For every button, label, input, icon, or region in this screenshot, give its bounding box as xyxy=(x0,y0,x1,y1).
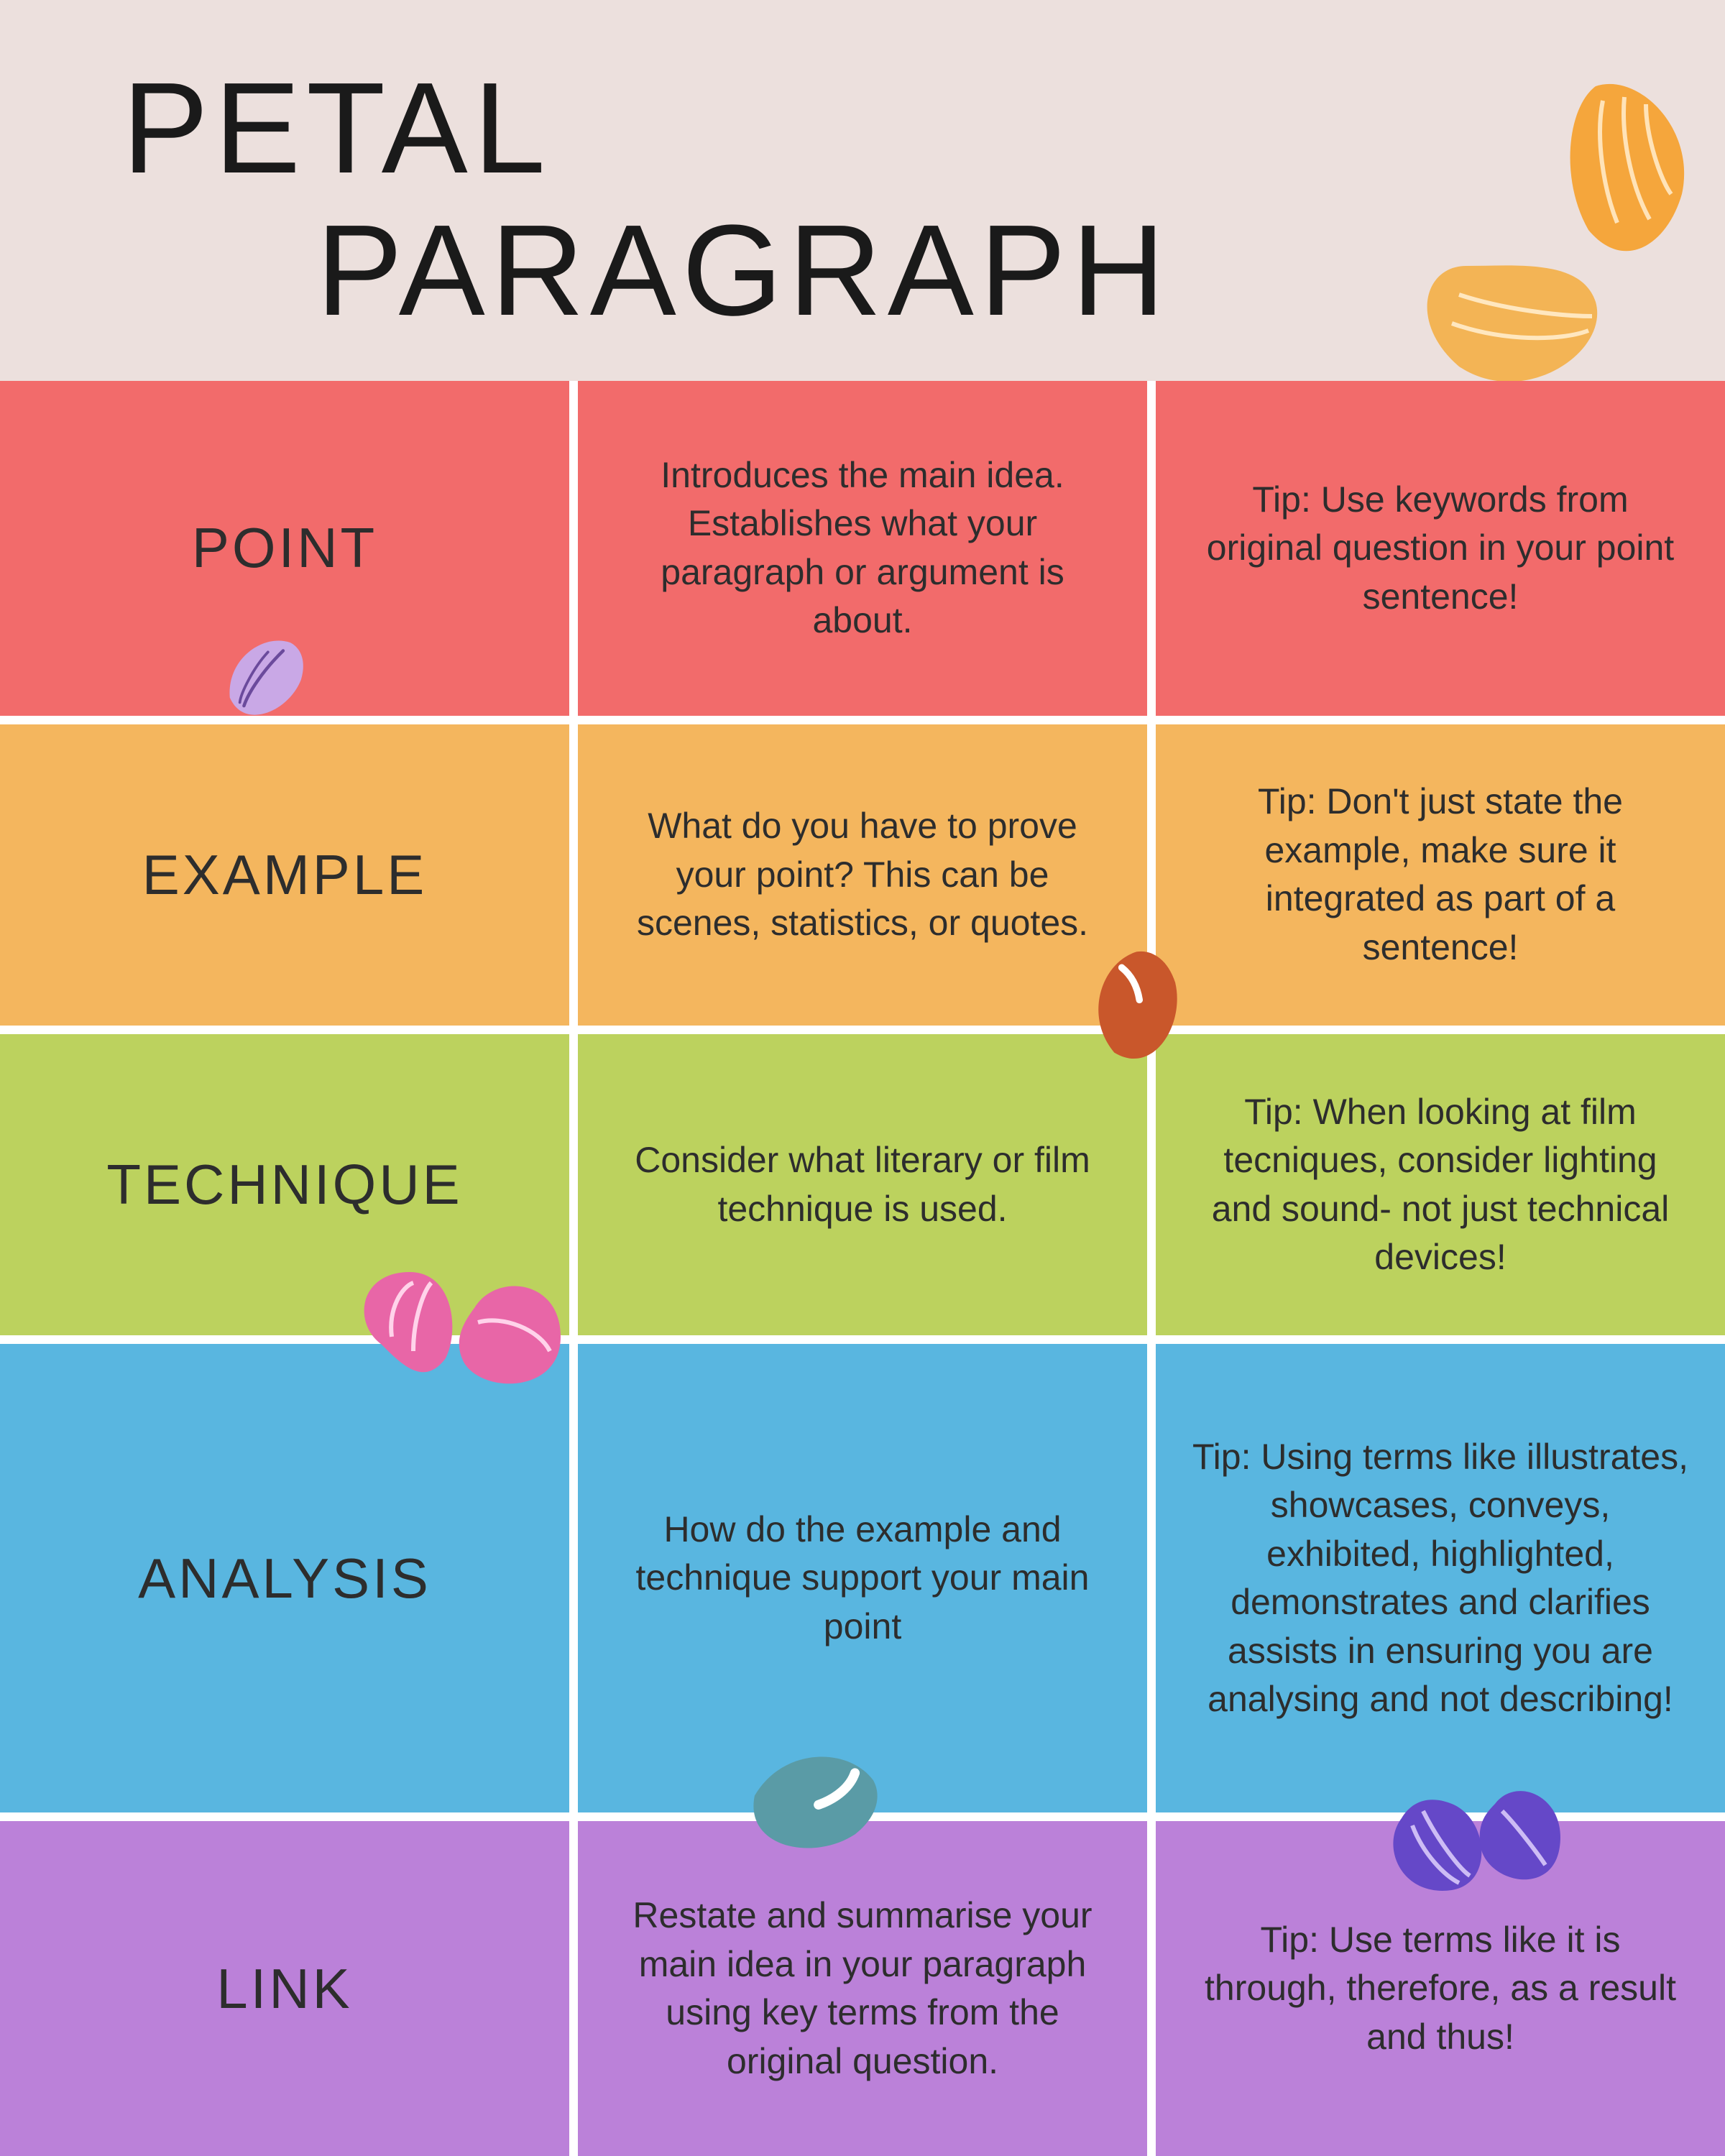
row-tip: Tip: Use terms like it is through, there… xyxy=(1156,1821,1725,2156)
row-description: How do the example and technique support… xyxy=(578,1344,1147,1812)
row-label: POINT xyxy=(0,381,569,716)
header: PETAL PARAGRAPH xyxy=(0,0,1725,381)
page: PETAL PARAGRAPH POINTIntroduces the main… xyxy=(0,0,1725,2156)
title-line-1: PETAL xyxy=(122,57,1725,200)
row-label: TECHNIQUE xyxy=(0,1034,569,1335)
title-line-2: PARAGRAPH xyxy=(316,200,1725,342)
row-tip: Tip: Don't just state the example, make … xyxy=(1156,724,1725,1026)
row-description: What do you have to prove your point? Th… xyxy=(578,724,1147,1026)
row-tip: Tip: Use keywords from original question… xyxy=(1156,381,1725,716)
row-tip: Tip: When looking at film tecniques, con… xyxy=(1156,1034,1725,1335)
petal-table: POINTIntroduces the main idea. Establish… xyxy=(0,381,1725,2156)
row-label: LINK xyxy=(0,1821,569,2156)
row-label: EXAMPLE xyxy=(0,724,569,1026)
row-tip: Tip: Using terms like illustrates, showc… xyxy=(1156,1344,1725,1812)
row-description: Restate and summarise your main idea in … xyxy=(578,1821,1147,2156)
row-description: Introduces the main idea. Establishes wh… xyxy=(578,381,1147,716)
row-label: ANALYSIS xyxy=(0,1344,569,1812)
row-description: Consider what literary or film technique… xyxy=(578,1034,1147,1335)
